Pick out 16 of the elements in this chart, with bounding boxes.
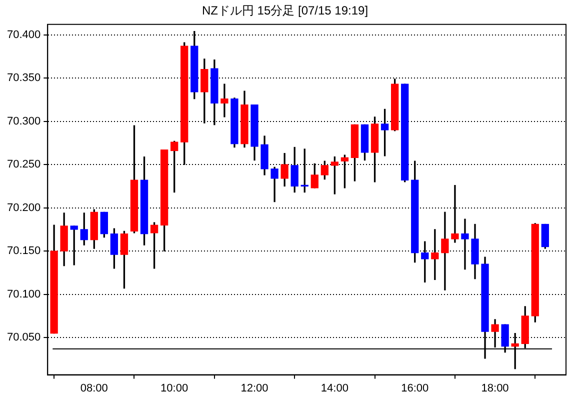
y-tick-label: 70.150 xyxy=(6,245,41,258)
y-tick-label: 70.200 xyxy=(6,202,41,214)
x-tick-label: 18:00 xyxy=(481,382,509,394)
y-tick-label: 70.350 xyxy=(6,72,41,84)
y-tick-label: 70.050 xyxy=(6,332,41,344)
y-tick-label: 70.250 xyxy=(6,158,41,171)
x-tick-label: 16:00 xyxy=(401,382,429,394)
x-tick-label: 10:00 xyxy=(160,382,188,394)
x-tick-label: 14:00 xyxy=(320,382,348,394)
y-tick-label: 70.300 xyxy=(6,115,41,128)
chart-title: NZドル円 15分足 [07/15 19:19] xyxy=(202,4,368,18)
candlestick xyxy=(220,84,228,118)
y-tick-label: 70.100 xyxy=(6,288,41,300)
x-tick-label: 12:00 xyxy=(240,382,268,394)
x-tick-label: 08:00 xyxy=(80,382,108,394)
y-tick-label: 70.400 xyxy=(6,28,41,41)
